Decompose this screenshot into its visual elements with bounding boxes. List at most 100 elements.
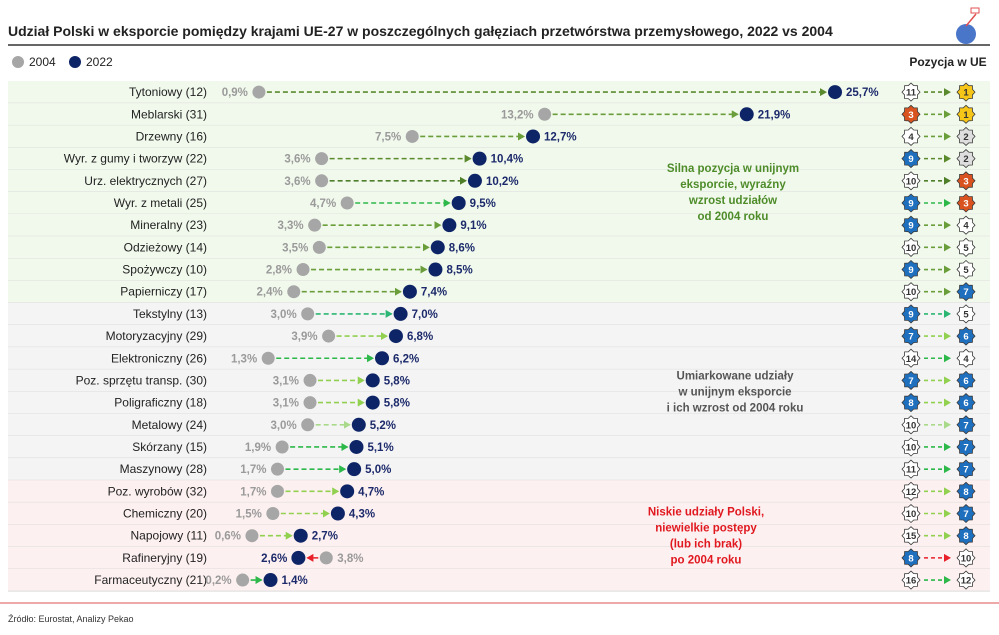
position-badge-2004-shape <box>901 82 921 102</box>
value-label-2004: 3,9% <box>291 331 317 343</box>
position-badge-2004-shape <box>901 326 921 346</box>
value-label-2022: 21,9% <box>758 109 791 121</box>
point-2004 <box>296 263 310 277</box>
value-label-2004: 1,5% <box>236 509 262 521</box>
position-badge-2004-number: 14 <box>906 354 917 365</box>
position-badge-2004-number: 3 <box>908 110 913 121</box>
value-label-2022: 10,2% <box>486 176 519 188</box>
point-2022 <box>330 506 345 521</box>
position-badge-2004-shape <box>901 548 921 568</box>
position-badge-2004-shape <box>901 481 921 501</box>
point-2022 <box>828 85 843 100</box>
category-label: Odzieżowy (14) <box>124 240 207 254</box>
value-label-2022: 9,5% <box>470 198 496 210</box>
position-badge-2022-number: 8 <box>963 487 968 498</box>
point-2004 <box>252 85 266 99</box>
row-background <box>8 214 990 237</box>
value-label-2004: 0,6% <box>215 531 241 543</box>
position-badge-2022-number: 10 <box>961 553 972 564</box>
value-label-2004: 3,1% <box>273 398 299 410</box>
position-badge-2004-shape <box>901 526 921 546</box>
point-2022 <box>442 218 457 233</box>
position-badge-2004-number: 9 <box>908 221 913 232</box>
category-label: Metalowy (24) <box>132 418 207 432</box>
source-note: Źródło: Eurostat, Analizy Pekao <box>8 614 134 624</box>
value-label-2004: 3,6% <box>284 154 310 166</box>
value-label-2004: 3,0% <box>270 309 296 321</box>
legend-marker-2004 <box>12 56 24 68</box>
annotation-pink-line: niewielkie postępy <box>655 523 757 535</box>
position-badge-2022-shape <box>956 193 976 213</box>
position-badge-2022-shape <box>956 149 976 169</box>
point-2022 <box>349 439 364 454</box>
position-badge-2004-number: 4 <box>908 132 914 143</box>
category-label: Spożywczy (10) <box>122 263 207 277</box>
point-2022 <box>393 306 408 321</box>
category-label: Maszynowy (28) <box>120 462 207 476</box>
category-label: Motoryzacyjny (29) <box>106 329 207 343</box>
position-badge-2022-number: 1 <box>963 110 969 121</box>
position-badge-2004-number: 7 <box>908 332 913 343</box>
position-badge-2022-shape <box>956 570 976 590</box>
position-badge-2022-number: 2 <box>963 132 968 143</box>
value-label-2022: 8,6% <box>449 242 475 254</box>
value-label-2022: 6,8% <box>407 331 433 343</box>
position-badge-2022-number: 1 <box>963 88 969 99</box>
position-badge-2004-number: 16 <box>906 576 917 587</box>
annotation-grey-line: w unijnym eksporcie <box>677 387 791 399</box>
position-badge-2004-number: 8 <box>908 398 913 409</box>
position-badge-2004-number: 11 <box>906 88 917 99</box>
value-label-2022: 5,8% <box>384 375 410 387</box>
annotation-green-line: od 2004 roku <box>698 211 769 223</box>
position-badge-2004-number: 11 <box>906 465 917 476</box>
position-badge-2004-shape <box>901 304 921 324</box>
annotation-green-line: wzrost udziałów <box>688 195 777 207</box>
point-2022 <box>291 550 306 565</box>
annotation-pink-line: Niskie udziały Polski, <box>648 507 764 519</box>
position-badge-2004-number: 10 <box>906 176 917 187</box>
point-2022 <box>365 395 380 410</box>
value-label-2004: 1,7% <box>240 486 266 498</box>
value-label-2004: 1,3% <box>231 353 257 365</box>
value-label-2004: 0,9% <box>222 87 248 99</box>
value-label-2022: 7,4% <box>421 287 447 299</box>
annotation-grey-line: Umiarkowane udziały <box>677 371 795 383</box>
value-label-2004: 3,8% <box>337 553 363 565</box>
value-label-2004: 3,1% <box>273 375 299 387</box>
row-background <box>8 191 990 215</box>
annotation-pink-line: po 2004 roku <box>671 555 742 567</box>
point-2004 <box>301 418 315 432</box>
position-badge-2004-shape <box>901 459 921 479</box>
value-label-2022: 5,0% <box>365 464 391 476</box>
position-badge-2004-shape <box>901 126 921 146</box>
category-label: Wyr. z gumy i tworzyw (22) <box>64 152 207 166</box>
row-background <box>8 435 990 459</box>
value-label-2022: 4,7% <box>358 486 384 498</box>
row-background <box>8 324 990 348</box>
point-2022 <box>347 462 362 477</box>
category-label: Elektroniczny (26) <box>111 351 207 365</box>
position-badge-2004-number: 9 <box>908 265 913 276</box>
position-badge-2022-number: 6 <box>963 376 968 387</box>
row-background <box>8 347 990 370</box>
row-background <box>8 258 990 281</box>
row-background <box>8 125 990 148</box>
value-label-2004: 2,4% <box>257 287 283 299</box>
category-label: Poz. wyrobów (32) <box>108 484 207 498</box>
position-badge-2022-shape <box>956 126 976 146</box>
position-badge-2022-shape <box>956 459 976 479</box>
value-label-2004: 7,5% <box>375 131 401 143</box>
position-badge-2004-shape <box>901 282 921 302</box>
value-label-2022: 9,1% <box>460 220 486 232</box>
value-label-2022: 10,4% <box>491 154 524 166</box>
value-label-2022: 8,5% <box>446 265 472 277</box>
value-label-2004: 13,2% <box>501 109 534 121</box>
point-2004 <box>319 551 333 565</box>
position-badge-2004-shape <box>901 259 921 280</box>
value-label-2004: 2,8% <box>266 265 292 277</box>
point-2022 <box>526 129 541 144</box>
position-badge-2004-shape <box>901 215 921 235</box>
point-2004 <box>270 462 284 476</box>
position-badge-2022-shape <box>956 437 976 457</box>
value-label-2022: 4,3% <box>349 509 375 521</box>
